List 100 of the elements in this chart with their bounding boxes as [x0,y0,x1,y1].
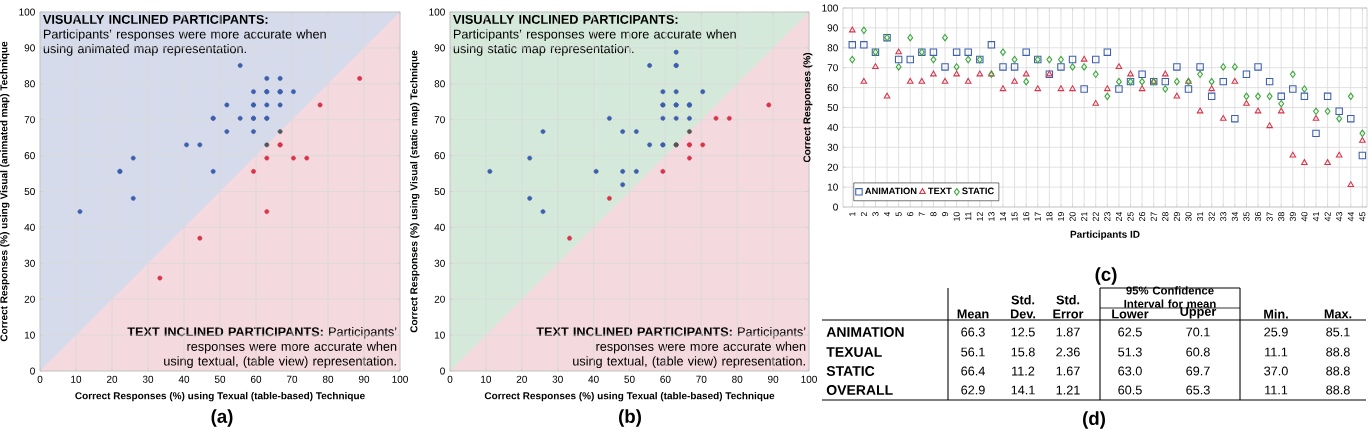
y-tick-label: 90 [434,44,445,52]
annotation: VISUALLY INCLINED PARTICIPANTS: Participants’ responses were more accurate when using animated map representation. [43,14,326,56]
point [1219,77,1227,86]
x-tick-label: 24 [1115,211,1122,221]
point [1034,85,1042,92]
point [1289,151,1297,158]
point [1011,55,1018,64]
point [1220,63,1227,71]
text: 62.9 [961,385,985,395]
point [567,235,572,241]
point [849,55,856,64]
point [1324,107,1331,116]
y-tick-label: 90 [24,44,35,52]
legend-label: ANIMATION [865,187,917,195]
category-label: OVERALL [826,385,893,395]
legend-label: TEXT [927,187,952,195]
y-tick-label: 80 [24,80,35,88]
text: (c) [1095,267,1117,285]
y-tick-label: 10 [827,183,838,191]
point [1277,107,1285,114]
x-tick-label: 20 [1069,212,1076,221]
x-tick-label: 11 [965,212,972,221]
y-tick-label: 40 [24,223,35,231]
point [1266,122,1273,129]
x-tick-label: 80 [322,375,334,383]
text: 11.1 [1265,347,1288,357]
point [1289,70,1296,79]
point [1323,92,1332,101]
point [1092,99,1100,106]
point [277,102,283,108]
x-tick-label: 27 [1150,212,1157,221]
text: 14.1 [1011,385,1035,395]
x-tick-label: 34 [1231,211,1238,222]
point [941,63,949,71]
point [907,33,914,42]
point [1196,63,1204,71]
point [647,142,653,148]
point [1139,77,1146,86]
x-tick-label: 5 [895,212,902,217]
point [77,209,83,215]
point [860,77,868,84]
x-tick-label: 13 [988,212,995,221]
point [673,89,679,95]
point [1266,92,1273,101]
point [1161,70,1169,77]
point [1335,107,1343,116]
y-tick-label: 70 [24,116,35,124]
point [237,115,243,121]
x-tick-label: 32 [1208,212,1215,222]
point [264,209,270,215]
point [964,77,972,84]
point [1347,114,1355,123]
text: 56.1 [961,347,985,357]
point [1312,114,1320,121]
y-tick-label: 100 [429,8,445,16]
x-tick-label: 14 [1000,211,1006,221]
text: (b) [619,409,641,427]
point [224,129,230,134]
point [1242,70,1251,79]
y-tick-label: 60 [24,152,35,160]
point [317,102,323,108]
x-tick-label: 44 [1347,211,1354,222]
point [918,77,926,84]
point [964,48,972,56]
x-tick-label: 90 [358,375,370,383]
point [687,129,692,134]
point [906,77,914,84]
text: 1.21 [1056,385,1080,395]
x-tick-label: 20 [516,375,527,383]
x-tick-label: 7 [918,212,925,217]
point [1011,77,1018,84]
category-label: ANIMATION [826,327,904,337]
point [1254,63,1262,71]
y-axis-title: Correct Responses (%) using Visual (animated map) Technique [0,41,10,342]
point [157,275,163,281]
point [527,155,533,161]
y-tick-label: 60 [827,84,838,92]
point [1104,92,1111,101]
text: 12.5 [1011,327,1035,337]
point [1138,85,1146,92]
x-tick-label: 25 [1127,212,1134,221]
point [952,48,961,56]
x-tick-label: 18 [1046,212,1053,221]
point [1359,129,1366,138]
y-tick-label: 100 [822,4,838,12]
x-tick-label: 40 [178,375,190,383]
point [860,26,867,35]
point [487,168,493,174]
x-tick-label: 0 [447,375,453,383]
point [1010,63,1019,71]
point [713,115,719,121]
x-tick-label: 2 [860,212,867,217]
category-label: Std. Error [1053,295,1084,319]
point [647,63,653,68]
x-tick-label: 22 [1092,212,1099,221]
y-tick-label: 70 [434,116,445,124]
point [277,76,283,81]
category-label: Min. [1264,309,1288,319]
x-tick-label: 0 [37,375,43,383]
x-tick-label: 43 [1336,212,1343,222]
